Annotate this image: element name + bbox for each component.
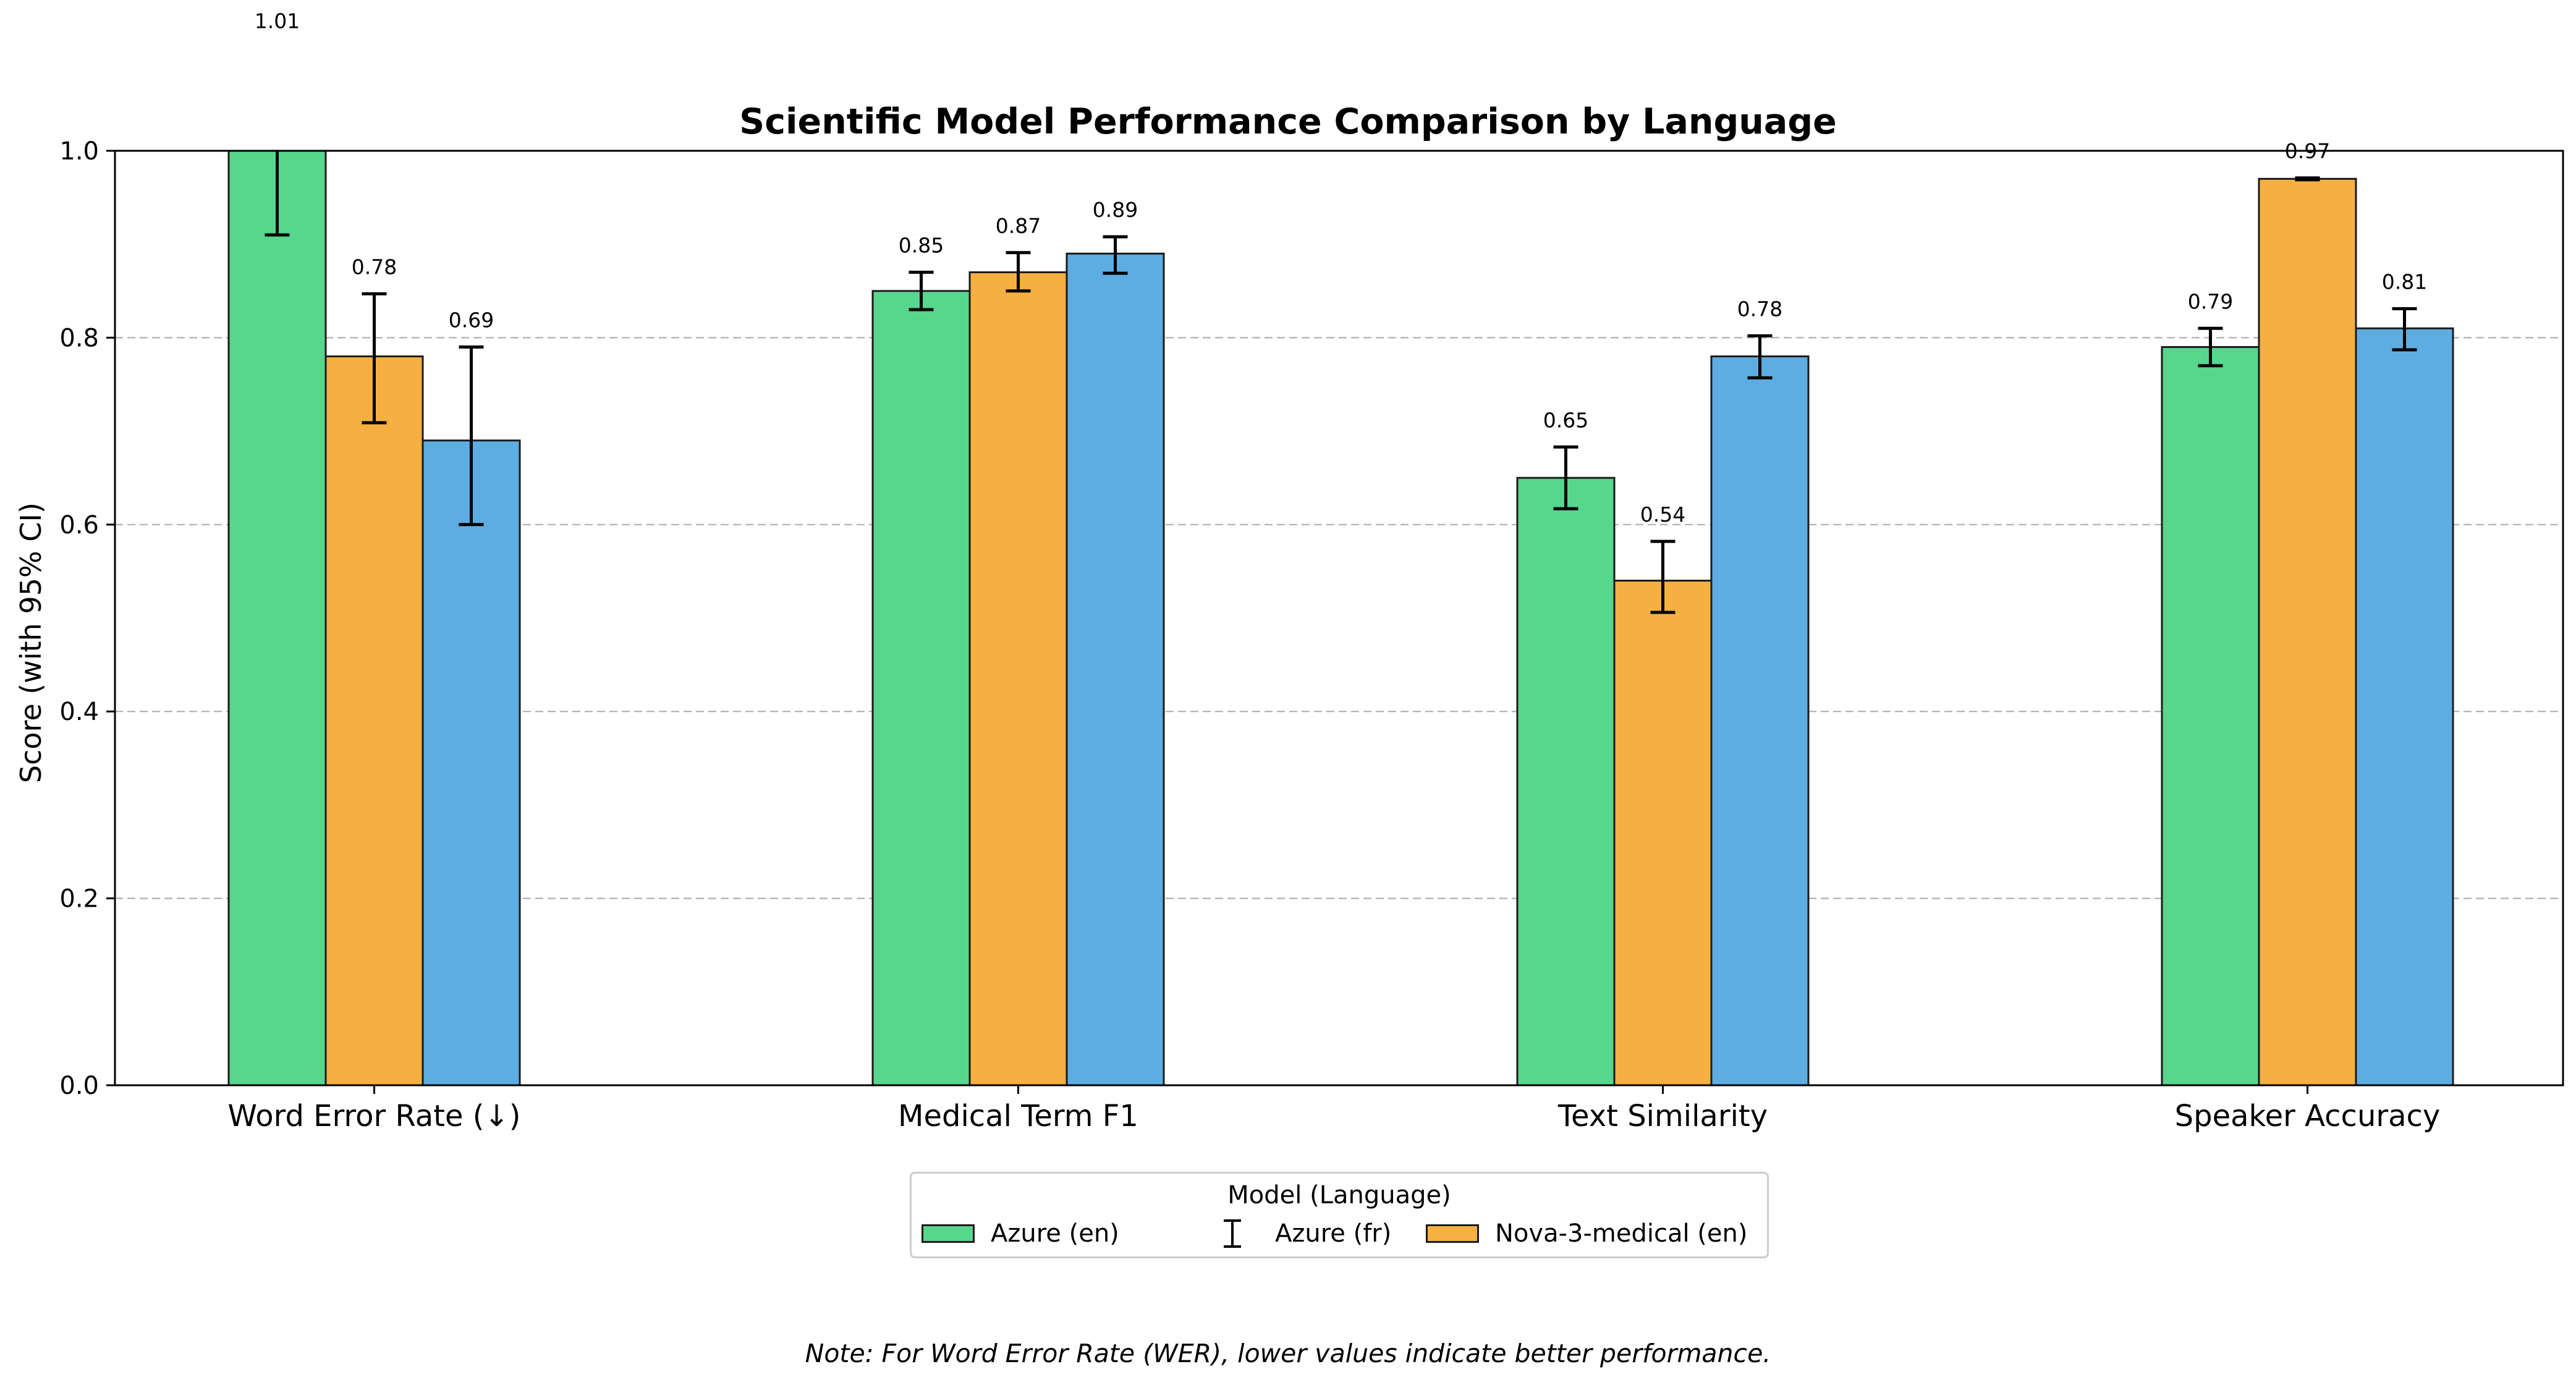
bar [1516, 476, 1616, 1085]
gridlines [115, 337, 2563, 899]
bar [2161, 346, 2260, 1085]
bar [227, 151, 327, 1085]
bars [227, 151, 2454, 1085]
bar [2355, 327, 2454, 1085]
bar [871, 290, 971, 1085]
y-tick-label: 1.0 [59, 137, 99, 166]
value-label: 0.65 [1543, 408, 1588, 432]
value-label: 0.78 [1737, 297, 1782, 321]
chart-title: Scientific Model Performance Comparison … [739, 101, 1837, 142]
x-tick-label: Text Similarity [1557, 1099, 1768, 1133]
y-tick-label: 0.8 [59, 324, 99, 352]
error-bars [265, 151, 2417, 614]
legend-item-azure-fr: Azure (fr) [1206, 1218, 1391, 1249]
x-tick-label: Word Error Rate (↓) [228, 1099, 521, 1133]
value-label: 0.89 [1093, 198, 1138, 222]
bar [422, 439, 521, 1085]
value-label: 0.81 [2382, 270, 2427, 294]
legend-item-nova: Nova-3-medical (en) [1426, 1218, 1747, 1249]
y-tick-label: 0.0 [59, 1072, 99, 1100]
y-tick-label: 0.2 [59, 885, 99, 913]
value-label: 0.78 [352, 255, 397, 279]
legend-swatch-azure-en [922, 1224, 975, 1243]
plot-frame [114, 150, 2564, 1086]
y-tick-label: 0.4 [59, 698, 99, 726]
value-label: 0.85 [899, 234, 944, 258]
legend-swatch-nova [1426, 1224, 1479, 1243]
legend-label-azure-fr: Azure (fr) [1275, 1219, 1392, 1248]
bar [2258, 177, 2357, 1085]
x-tick-label: Speaker Accuracy [2175, 1099, 2441, 1133]
value-label: 0.79 [2188, 289, 2233, 313]
bar [324, 355, 424, 1085]
bar [1710, 355, 1810, 1085]
value-labels: 1.010.850.650.790.780.870.540.970.690.89… [255, 9, 2427, 527]
legend-item-azure-en: Azure (en) [922, 1218, 1119, 1249]
x-ticks: Word Error Rate (↓) Medical Term F1 Text S… [228, 1085, 2441, 1133]
value-label: 0.69 [449, 308, 494, 332]
value-label: 0.87 [996, 214, 1041, 238]
legend-errorbar-icon [1224, 1219, 1241, 1248]
value-label: 1.01 [255, 9, 300, 33]
y-ticks: 0.0 0.2 0.4 0.6 0.8 1.0 [59, 137, 115, 1100]
legend-label-azure-en: Azure (en) [991, 1219, 1119, 1248]
bar [968, 271, 1068, 1085]
value-label: 0.54 [1640, 502, 1685, 527]
legend-title: Model (Language) [1227, 1181, 1451, 1209]
bar [1613, 580, 1713, 1085]
legend-label-nova: Nova-3-medical (en) [1495, 1219, 1748, 1248]
footnote: Note: For Word Error Rate (WER), lower v… [805, 1339, 1771, 1368]
y-tick-label: 0.6 [59, 511, 99, 540]
legend: Model (Language) Azure (en) Azure (fr) N… [910, 1172, 1769, 1258]
y-axis-label: Score (with 95% CI) [14, 502, 48, 783]
bar [1066, 252, 1165, 1085]
x-tick-label: Medical Term F1 [898, 1099, 1138, 1133]
